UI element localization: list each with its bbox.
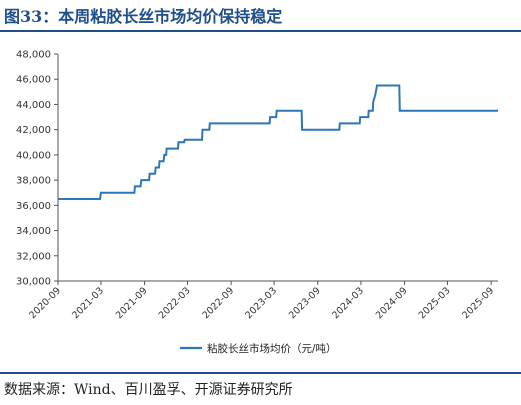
x-tick-label: 2020-09 (27, 285, 63, 321)
x-tick-label: 2023-03 (243, 285, 279, 321)
x-tick-label: 2022-03 (157, 285, 193, 321)
x-axis: 2020-09 2021-03 2021-09 2022-03 2022-09 2023-… (27, 280, 498, 321)
x-tick-label: 2024-03 (330, 285, 366, 321)
plot-area (58, 84, 498, 200)
y-tick-label: 30,000 (16, 277, 51, 288)
y-tick-label: 48,000 (16, 50, 51, 61)
legend-label: 粘胶长丝市场均价（元/吨） (207, 342, 337, 355)
y-axis: 30,000 32,000 34,000 36,000 38,000 40,000 42,0… (16, 50, 59, 288)
figure-title: 图33：本周粘胶长丝市场均价保持稳定 (4, 7, 283, 26)
y-tick-label: 44,000 (16, 100, 51, 111)
x-tick-label: 2025-03 (417, 285, 453, 321)
x-tick-label: 2022-09 (200, 285, 236, 321)
y-tick-label: 40,000 (16, 150, 51, 161)
x-tick-label: 2024-09 (374, 285, 410, 321)
y-tick-label: 32,000 (16, 251, 51, 262)
y-tick-label: 34,000 (16, 226, 51, 237)
line-chart: 30,000 32,000 34,000 36,000 38,000 40,000 42,0… (16, 50, 498, 355)
y-tick-label: 46,000 (16, 75, 51, 86)
x-tick-label: 2021-03 (70, 285, 106, 321)
series-line (58, 84, 498, 200)
footer-divider (0, 372, 521, 374)
x-tick-label: 2025-09 (460, 285, 496, 321)
legend: 粘胶长丝市场均价（元/吨） (180, 342, 337, 355)
x-tick-label: 2021-09 (114, 285, 150, 321)
x-tick-label: 2023-09 (287, 285, 323, 321)
y-tick-label: 36,000 (16, 201, 51, 212)
y-tick-label: 42,000 (16, 125, 51, 136)
source-note: 数据来源：Wind、百川盈孚、开源证券研究所 (4, 382, 293, 398)
title-divider (0, 30, 521, 32)
y-tick-label: 38,000 (16, 176, 51, 187)
